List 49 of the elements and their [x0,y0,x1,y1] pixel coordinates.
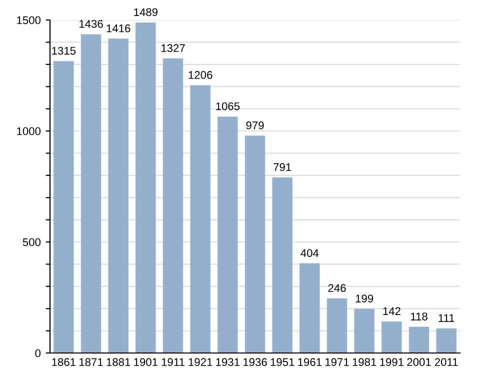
bar [136,22,156,353]
y-tick-label: 500 [22,238,41,246]
bar [326,298,348,353]
bar [190,85,210,353]
x-tick-label: 1936 [243,358,267,366]
bar [272,177,292,353]
bar [354,308,374,353]
x-tick-label: 1931 [216,358,240,366]
data-label: 1206 [188,71,212,79]
data-label: 246 [328,284,346,292]
y-tick-label: 1000 [17,127,41,136]
x-tick-label: 1901 [134,358,158,366]
data-label: 791 [274,163,292,172]
x-tick-label: 1871 [79,358,103,366]
bar [408,326,430,353]
data-label: 1065 [216,102,240,110]
x-tick-label: 1991 [380,358,404,366]
x-tick-label: 1951 [270,358,294,366]
bar [108,38,128,353]
bar [54,61,74,353]
data-label: 1489 [134,8,158,16]
x-tick-label: 1861 [52,358,76,366]
bar [244,136,266,353]
x-tick-label: 1921 [188,358,212,366]
data-label: 979 [246,121,264,130]
x-tick-label: 1911 [162,358,184,366]
bar [300,263,320,353]
bar [218,116,238,353]
bar [80,34,102,353]
bar [162,58,184,353]
data-label: 1436 [79,20,103,28]
x-tick-label: 2011 [434,358,458,366]
data-label: 111 [438,314,454,322]
x-tick-label: 2001 [407,358,431,366]
x-tick-label: 1881 [106,358,130,366]
data-label: 404 [300,249,319,257]
data-label: 142 [383,307,400,316]
x-tick-label: 1971 [325,358,349,366]
data-label: 1315 [52,46,76,55]
data-label: 118 [410,312,428,320]
y-tick-label: 1500 [17,16,41,24]
x-tick-label: 1961 [298,358,322,366]
x-tick-label: 1981 [352,358,376,366]
bar [436,328,456,353]
y-tick-label: 0 [35,349,41,358]
bar [382,321,402,353]
data-label: 1416 [106,24,130,32]
data-label: 199 [356,294,374,302]
data-label: 1327 [161,44,185,52]
